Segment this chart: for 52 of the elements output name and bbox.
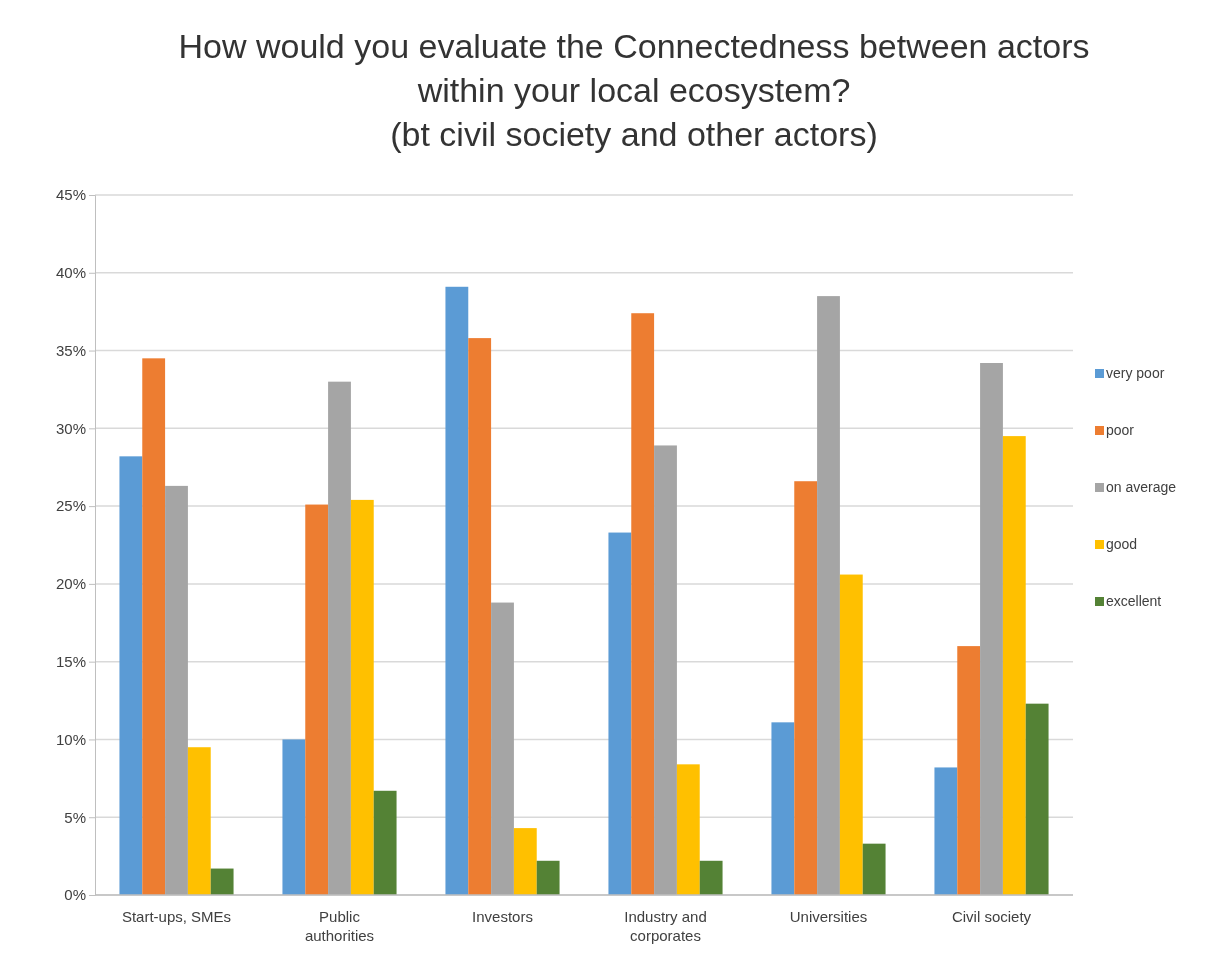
bar — [676, 764, 700, 895]
y-tick-label: 25% — [55, 497, 86, 515]
y-tick-label: 35% — [55, 341, 86, 359]
bar — [794, 481, 818, 895]
bar — [328, 381, 351, 895]
bar — [980, 363, 1003, 895]
bar — [445, 286, 469, 895]
y-tick-label: 0% — [64, 886, 86, 904]
x-tick-label: Investors — [472, 908, 533, 925]
bar — [210, 868, 234, 895]
bar — [468, 338, 492, 895]
bar — [165, 485, 188, 895]
legend-label: very poor — [1106, 365, 1165, 381]
y-tick-label: 30% — [55, 419, 86, 437]
y-tick-label: 15% — [55, 652, 86, 670]
bar — [350, 499, 374, 895]
bar — [1025, 703, 1049, 895]
bar — [699, 860, 723, 895]
bar — [1002, 436, 1026, 895]
legend-label: on average — [1106, 479, 1177, 495]
bar — [491, 602, 514, 895]
bar — [631, 313, 655, 895]
x-tick-label: Universities — [789, 908, 868, 925]
bar — [513, 828, 537, 895]
legend-label: good — [1106, 536, 1138, 552]
bar — [771, 722, 795, 895]
legend-label: poor — [1106, 422, 1135, 438]
bar — [817, 296, 840, 895]
bar — [654, 445, 677, 895]
y-tick-label: 45% — [55, 186, 86, 204]
bar — [957, 646, 981, 895]
legend-label: excellent — [1106, 593, 1162, 609]
x-tick-label: Civil society — [951, 908, 1032, 925]
chart-title: How would you evaluate the Connectedness between actors within your local ecosystem? (bt civil society and other actors) — [178, 27, 1090, 153]
bar — [934, 767, 958, 895]
x-tick-label: Industry and corporates — [624, 908, 707, 944]
bar — [282, 739, 306, 895]
bar — [119, 456, 143, 895]
y-tick-label: 40% — [55, 264, 86, 282]
bar — [839, 574, 863, 895]
y-tick-label: 5% — [64, 808, 86, 826]
bar — [305, 504, 329, 895]
bar — [373, 790, 397, 895]
y-tick-label: 10% — [55, 730, 86, 748]
y-tick-label: 20% — [55, 575, 86, 593]
x-tick-label: Public authorities — [304, 908, 375, 944]
bar — [862, 843, 886, 895]
bar — [536, 860, 560, 895]
x-tick-label: Start-ups, SMEs — [121, 908, 232, 925]
bar — [608, 532, 632, 895]
bar — [142, 358, 166, 895]
bar — [187, 747, 211, 895]
